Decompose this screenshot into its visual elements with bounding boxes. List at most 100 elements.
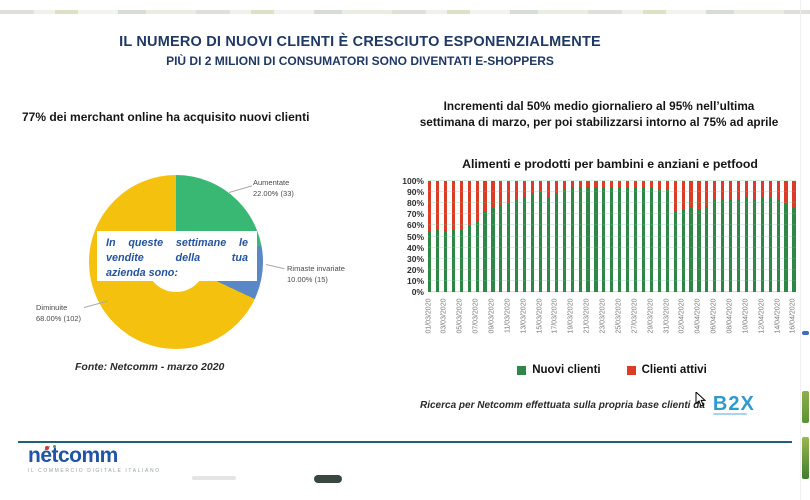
x-tick-date: 19/03/2020 [567, 298, 575, 334]
stacked-bar [736, 181, 741, 292]
stacked-bar [768, 181, 772, 292]
footer-divider [18, 441, 792, 443]
bar-segment-nuovi-clienti [776, 199, 780, 292]
bars-container [428, 181, 796, 292]
stacked-bar [594, 181, 598, 292]
bar-segment-nuovi-clienti [641, 186, 646, 292]
bar-segment-clienti-attivi [586, 181, 590, 187]
y-tick-90: 90% [406, 187, 424, 198]
bar-segment-nuovi-clienti [523, 196, 527, 292]
x-tick-date: 04/04/2020 [694, 298, 702, 334]
x-tick-date: 05/03/2020 [456, 298, 464, 334]
stacked-bar [546, 181, 551, 292]
bar-segment-nuovi-clienti [546, 197, 551, 292]
stacked-bar [610, 181, 614, 292]
bar-segment-clienti-attivi [530, 181, 535, 195]
bar-segment-clienti-attivi [752, 181, 756, 199]
stacked-bar [570, 181, 574, 292]
bar-segment-clienti-attivi [697, 181, 701, 210]
stacked-bar [626, 181, 630, 292]
slide-title: IL NUMERO DI NUOVI CLIENTI È CRESCIUTO E… [119, 34, 601, 50]
pie-label-aumentate: Aumentate 22.00% (33) [253, 178, 294, 198]
stacked-bar [562, 181, 566, 292]
bar-segment-nuovi-clienti [586, 186, 590, 292]
stacked-bar [729, 181, 733, 292]
bar-segment-clienti-attivi [491, 181, 495, 208]
bar-segment-clienti-attivi [689, 181, 693, 208]
mouse-cursor [695, 390, 707, 413]
bar-segment-nuovi-clienti [705, 206, 709, 292]
netcomm-logo-red-dot [45, 446, 49, 450]
bottom-smudge-dark [314, 475, 342, 483]
stacked-bar [713, 181, 717, 292]
x-tick-date: 07/03/2020 [472, 298, 480, 334]
bar-segment-nuovi-clienti [760, 197, 764, 292]
netcomm-logo: nétcomm IL COMMERCIO DIGITALE ITALIANO [28, 444, 161, 475]
merchant-heading: 77% dei merchant online ha acquisito nuo… [22, 110, 310, 124]
bar-segment-nuovi-clienti [578, 187, 582, 292]
bar-segment-clienti-attivi [641, 181, 646, 187]
bar-chart-title: Alimenti e prodotti per bambini e anzian… [462, 157, 758, 171]
bar-segment-clienti-attivi [443, 181, 448, 231]
stacked-bar [428, 181, 432, 292]
edge-artifact-green-2 [802, 437, 809, 479]
y-tick-40: 40% [406, 242, 424, 253]
y-tick-50: 50% [406, 231, 424, 242]
y-tick-20: 20% [406, 264, 424, 275]
bar-segment-clienti-attivi [475, 181, 479, 223]
gridline-20 [428, 268, 796, 270]
x-tick-date: 02/04/2020 [678, 298, 686, 334]
bar-segment-nuovi-clienti [515, 199, 519, 292]
legend-item-nuovi-clienti: Nuovi clienti [517, 364, 601, 376]
x-tick-date: 03/03/2020 [440, 298, 448, 334]
edge-artifact-green-1 [802, 391, 809, 423]
y-tick-0: 0% [411, 287, 424, 297]
x-tick-date: 16/04/2020 [789, 298, 797, 334]
stacked-bar [530, 181, 535, 292]
gridline-70 [428, 213, 796, 215]
x-tick-date: 21/03/2020 [583, 298, 591, 334]
bar-segment-nuovi-clienti [649, 187, 653, 292]
y-tick-30: 30% [406, 253, 424, 264]
x-tick-date: 15/03/2020 [536, 298, 544, 334]
x-tick-date: 12/04/2020 [758, 298, 766, 334]
bar-segment-clienti-attivi [554, 181, 558, 195]
title-block: IL NUMERO DI NUOVI CLIENTI È CRESCIUTO E… [105, 34, 615, 68]
bar-segment-clienti-attivi [483, 181, 487, 211]
y-tick-70: 70% [406, 209, 424, 220]
x-tick-date: 06/04/2020 [710, 298, 718, 334]
bar-segment-clienti-attivi [768, 181, 772, 197]
chart-legend: Nuovi clienti Clienti attivi [428, 364, 796, 376]
stacked-bar [467, 181, 471, 292]
stacked-bar [483, 181, 487, 292]
gridline-30 [428, 257, 796, 259]
stacked-bar [523, 181, 527, 292]
leader-line-rimaste [265, 264, 285, 270]
bar-segment-nuovi-clienti [451, 229, 455, 292]
gridline-50 [428, 235, 796, 237]
bar-segment-nuovi-clienti [752, 198, 756, 292]
donut-chart: Aumentate 22.00% (33) Rimaste invariate … [0, 160, 390, 360]
x-tick-date: 01/03/2020 [425, 298, 433, 334]
bar-segment-nuovi-clienti [594, 186, 598, 292]
stacked-bar [760, 181, 764, 292]
bar-segment-nuovi-clienti [483, 210, 487, 292]
bar-segment-clienti-attivi [649, 181, 653, 188]
x-tick-date: 14/04/2020 [774, 298, 782, 334]
bar-segment-clienti-attivi [736, 181, 741, 199]
stacked-bar [578, 181, 582, 292]
stacked-bar [744, 181, 749, 292]
bottom-smudge-gray [192, 476, 236, 480]
stacked-bar [721, 181, 725, 292]
slide-subtitle: PIÙ DI 2 MILIONI DI CONSUMATORI SONO DIV… [166, 54, 554, 68]
bar-segment-clienti-attivi [776, 181, 780, 200]
bar-segment-nuovi-clienti [443, 230, 448, 292]
bar-chart-plot [428, 180, 796, 292]
bar-segment-clienti-attivi [507, 181, 511, 204]
bar-segment-clienti-attivi [594, 181, 598, 187]
gridline-40 [428, 246, 796, 248]
bar-segment-clienti-attivi [744, 181, 749, 198]
bar-segment-clienti-attivi [665, 181, 669, 190]
bar-segment-clienti-attivi [618, 181, 622, 187]
